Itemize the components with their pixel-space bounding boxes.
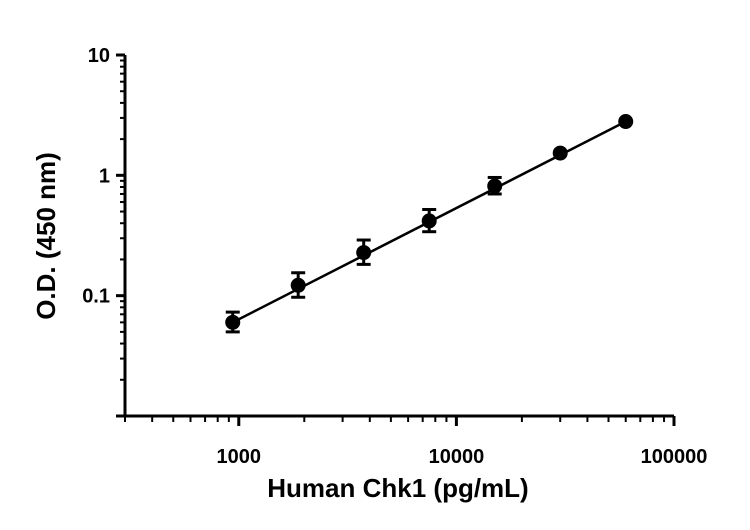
data-point bbox=[225, 314, 241, 330]
data-point bbox=[290, 277, 306, 293]
x-tick-label: 100000 bbox=[641, 446, 708, 468]
y-tick-label: 1 bbox=[99, 165, 110, 187]
y-tick-label: 0.1 bbox=[82, 286, 110, 308]
x-tick-label: 10000 bbox=[429, 446, 485, 468]
y-axis-title: O.D. (450 nm) bbox=[31, 152, 61, 320]
x-tick-label: 1000 bbox=[217, 446, 262, 468]
data-point bbox=[618, 114, 634, 130]
tick-labels: 0.1 1 10 1000 10000 100000 bbox=[82, 45, 707, 468]
data-point bbox=[356, 245, 372, 261]
data-point bbox=[421, 213, 437, 229]
data-point bbox=[552, 145, 568, 161]
axes bbox=[116, 53, 676, 426]
y-tick-label: 10 bbox=[88, 45, 110, 67]
x-axis-title: Human Chk1 (pg/mL) bbox=[267, 473, 528, 503]
data-points bbox=[225, 114, 634, 330]
data-point bbox=[487, 178, 503, 194]
